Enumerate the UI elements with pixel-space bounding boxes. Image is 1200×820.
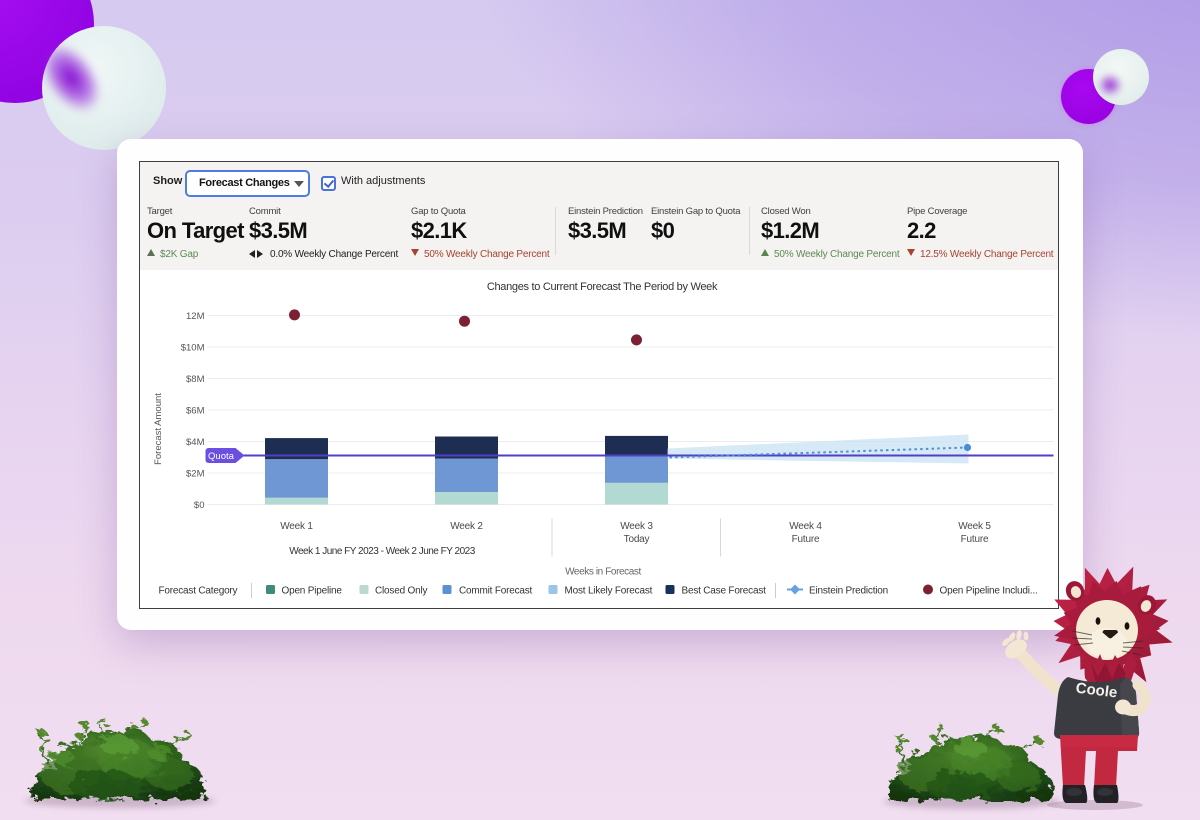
svg-text:Open Pipeline: Open Pipeline (282, 586, 343, 597)
svg-text:Quota: Quota (208, 451, 235, 462)
svg-text:Best Case Forecast: Best Case Forecast (682, 586, 767, 597)
svg-text:Future: Future (792, 534, 820, 545)
svg-text:Most Likely Forecast: Most Likely Forecast (565, 586, 653, 597)
svg-text:Commit Forecast: Commit Forecast (459, 586, 533, 597)
svg-text:Forecast Amount: Forecast Amount (153, 393, 164, 465)
svg-text:Coole: Coole (1075, 680, 1118, 702)
svg-text:Week 2: Week 2 (450, 521, 483, 532)
svg-text:Week 3: Week 3 (620, 521, 653, 532)
svg-text:Week 5: Week 5 (958, 521, 991, 532)
svg-text:Open Pipeline Includi...: Open Pipeline Includi... (940, 586, 1038, 597)
svg-text:Week 4: Week 4 (789, 521, 822, 532)
svg-text:$8M: $8M (186, 374, 205, 385)
svg-text:Today: Today (624, 534, 650, 545)
svg-text:$0: $0 (194, 500, 205, 511)
svg-text:Future: Future (961, 534, 989, 545)
svg-text:Closed Only: Closed Only (375, 586, 427, 597)
svg-text:$10M: $10M (181, 343, 205, 354)
svg-text:$2M: $2M (186, 469, 205, 480)
svg-text:Forecast Category: Forecast Category (159, 586, 238, 597)
svg-text:Week 1: Week 1 (280, 521, 313, 532)
svg-text:$4M: $4M (186, 437, 205, 448)
svg-text:Einstein Prediction: Einstein Prediction (809, 586, 888, 597)
svg-text:Week 1 June FY 2023 - Week 2 J: Week 1 June FY 2023 - Week 2 June FY 202… (289, 546, 475, 557)
svg-text:Weeks in Forecast: Weeks in Forecast (565, 567, 641, 578)
svg-text:$6M: $6M (186, 406, 205, 417)
svg-text:Changes to Current Forecast Th: Changes to Current Forecast The Period b… (487, 281, 718, 293)
svg-text:12M: 12M (186, 311, 205, 322)
